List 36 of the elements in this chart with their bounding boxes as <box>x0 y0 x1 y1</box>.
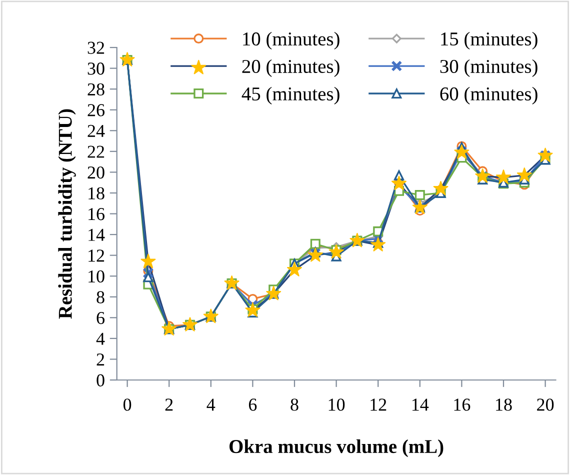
x-tick-label: 6 <box>248 398 257 411</box>
legend-label: 45 (minutes) <box>242 86 340 104</box>
y-tick-label: 4 <box>96 332 105 345</box>
legend-label: 60 (minutes) <box>440 86 538 104</box>
y-tick-label: 20 <box>88 166 104 179</box>
y-tick-label: 28 <box>88 83 104 96</box>
y-tick-label: 10 <box>88 270 104 283</box>
y-tick-label: 18 <box>88 187 104 200</box>
x-tick-label: 20 <box>537 398 554 411</box>
x-axis-title: Okra mucus volume (mL) <box>230 439 444 458</box>
y-tick-label: 22 <box>88 146 104 158</box>
legend-label: 20 (minutes) <box>242 59 340 77</box>
y-axis-title: Residual turbidity (NTU) <box>58 109 76 319</box>
y-tick-label: 8 <box>96 291 104 304</box>
y-tick-label: 30 <box>88 62 104 75</box>
x-tick-label: 4 <box>206 398 216 411</box>
x-tick-label: 12 <box>370 398 386 411</box>
y-tick-label: 2 <box>96 354 104 366</box>
y-tick-label: 0 <box>96 374 104 386</box>
x-tick-label: 10 <box>328 398 345 411</box>
x-tick-label: 0 <box>123 398 132 411</box>
y-tick-label: 32 <box>88 42 104 54</box>
legend-label: 15 (minutes) <box>441 32 538 50</box>
x-tick-label: 14 <box>412 398 429 411</box>
x-tick-label: 18 <box>496 398 512 411</box>
y-tick-label: 16 <box>88 208 105 220</box>
y-tick-label: 6 <box>96 312 105 324</box>
y-tick-label: 26 <box>88 104 105 116</box>
y-tick-label: 12 <box>88 250 104 262</box>
y-tick-label: 24 <box>88 124 105 137</box>
x-tick-label: 2 <box>165 398 173 411</box>
legend-label: 30 (minutes) <box>440 59 538 77</box>
x-tick-label: 16 <box>454 398 470 411</box>
x-tick-label: 8 <box>290 398 298 411</box>
legend-label: 10 (minutes) <box>243 32 340 50</box>
y-tick-label: 14 <box>88 228 105 241</box>
